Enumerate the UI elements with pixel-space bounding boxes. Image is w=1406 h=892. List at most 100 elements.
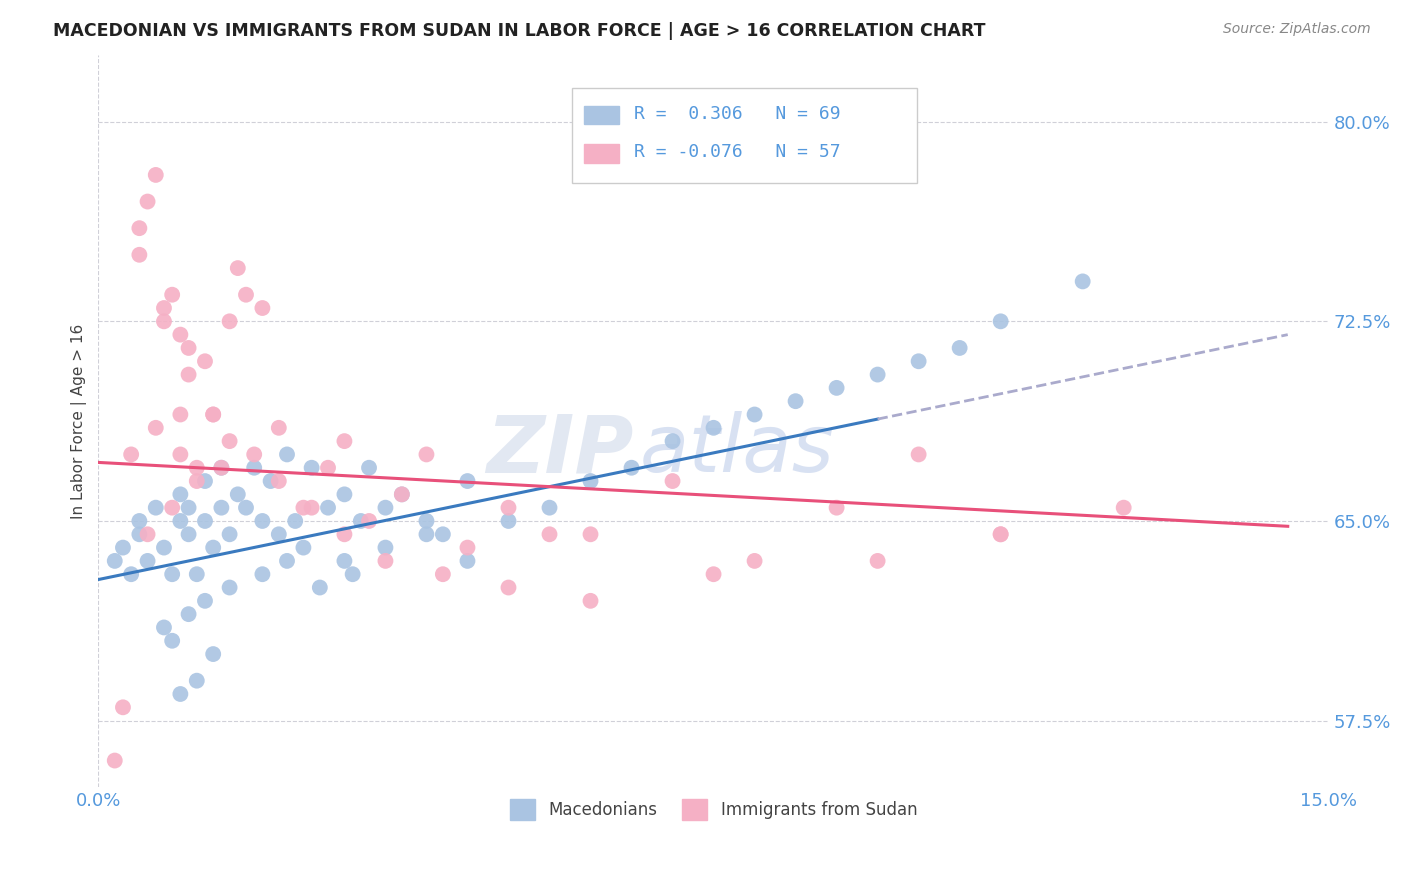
Point (316, 460, 339, 475)
Point (111, 700, 134, 714)
Text: Source: ZipAtlas.com: Source: ZipAtlas.com (1223, 22, 1371, 37)
Point (169, 447, 191, 461)
Point (243, 447, 266, 461)
Bar (585, 105, 619, 124)
Point (292, 500, 315, 515)
Point (160, 567, 183, 582)
Point (866, 554, 889, 568)
Point (456, 474, 478, 488)
Point (1071, 274, 1094, 288)
Point (350, 514, 373, 528)
Point (218, 434, 240, 449)
Text: MACEDONIAN VS IMMIGRANTS FROM SUDAN IN LABOR FORCE | AGE > 16 CORRELATION CHART: MACEDONIAN VS IMMIGRANTS FROM SUDAN IN L… (53, 22, 986, 40)
Point (104, 554, 127, 568)
Point (209, 460, 232, 475)
Point (226, 487, 249, 501)
Point (153, 541, 176, 555)
Point (235, 500, 257, 515)
Point (579, 474, 602, 488)
Point (136, 527, 159, 541)
Point (153, 301, 176, 315)
Point (342, 567, 364, 582)
Point (538, 500, 561, 515)
Point (186, 673, 208, 688)
Point (292, 541, 315, 555)
Point (579, 527, 602, 541)
Y-axis label: In Labor Force | Age > 16: In Labor Force | Age > 16 (72, 324, 87, 519)
Bar (585, 145, 619, 162)
Point (160, 500, 183, 515)
Point (316, 500, 339, 515)
Point (785, 394, 807, 409)
Point (186, 474, 208, 488)
Point (267, 474, 290, 488)
Point (267, 527, 290, 541)
Point (136, 194, 159, 209)
Point (456, 554, 478, 568)
Point (333, 527, 356, 541)
Point (357, 460, 380, 475)
Point (276, 447, 298, 461)
Point (825, 381, 848, 395)
Point (357, 514, 380, 528)
Point (169, 327, 191, 342)
Point (498, 500, 520, 515)
Point (301, 460, 323, 475)
Point (391, 487, 413, 501)
Point (391, 487, 413, 501)
Point (620, 460, 643, 475)
Point (301, 500, 323, 515)
Point (194, 594, 217, 608)
Point (128, 248, 150, 262)
Point (661, 434, 683, 449)
FancyBboxPatch shape (572, 88, 917, 183)
Point (374, 541, 396, 555)
Point (218, 581, 240, 595)
Point (218, 314, 240, 328)
Text: R = -0.076   N = 57: R = -0.076 N = 57 (634, 144, 841, 161)
Point (907, 447, 929, 461)
Point (120, 447, 142, 461)
Point (177, 607, 200, 622)
Point (202, 541, 225, 555)
Point (153, 620, 176, 634)
Point (209, 500, 232, 515)
Point (153, 314, 176, 328)
Point (218, 527, 240, 541)
Point (209, 460, 232, 475)
Point (1112, 500, 1135, 515)
Point (744, 408, 766, 422)
Point (194, 474, 217, 488)
Text: atlas: atlas (640, 411, 835, 490)
Point (374, 554, 396, 568)
Point (825, 500, 848, 515)
Point (333, 487, 356, 501)
Point (498, 581, 520, 595)
Text: R =  0.306   N = 69: R = 0.306 N = 69 (634, 104, 841, 123)
Text: ZIP: ZIP (486, 411, 634, 490)
Point (703, 421, 725, 435)
Point (990, 527, 1012, 541)
Point (432, 567, 454, 582)
Point (128, 527, 150, 541)
Point (661, 474, 683, 488)
Point (252, 567, 274, 582)
Point (194, 354, 217, 368)
Point (128, 514, 150, 528)
Point (169, 408, 191, 422)
Point (267, 421, 290, 435)
Point (415, 447, 437, 461)
Point (202, 408, 225, 422)
Point (177, 368, 200, 382)
Point (169, 687, 191, 701)
Point (252, 301, 274, 315)
Point (703, 567, 725, 582)
Point (202, 647, 225, 661)
Point (243, 460, 266, 475)
Point (907, 354, 929, 368)
Point (949, 341, 972, 355)
Point (145, 168, 167, 182)
Point (276, 554, 298, 568)
Point (169, 514, 191, 528)
Point (235, 287, 257, 301)
